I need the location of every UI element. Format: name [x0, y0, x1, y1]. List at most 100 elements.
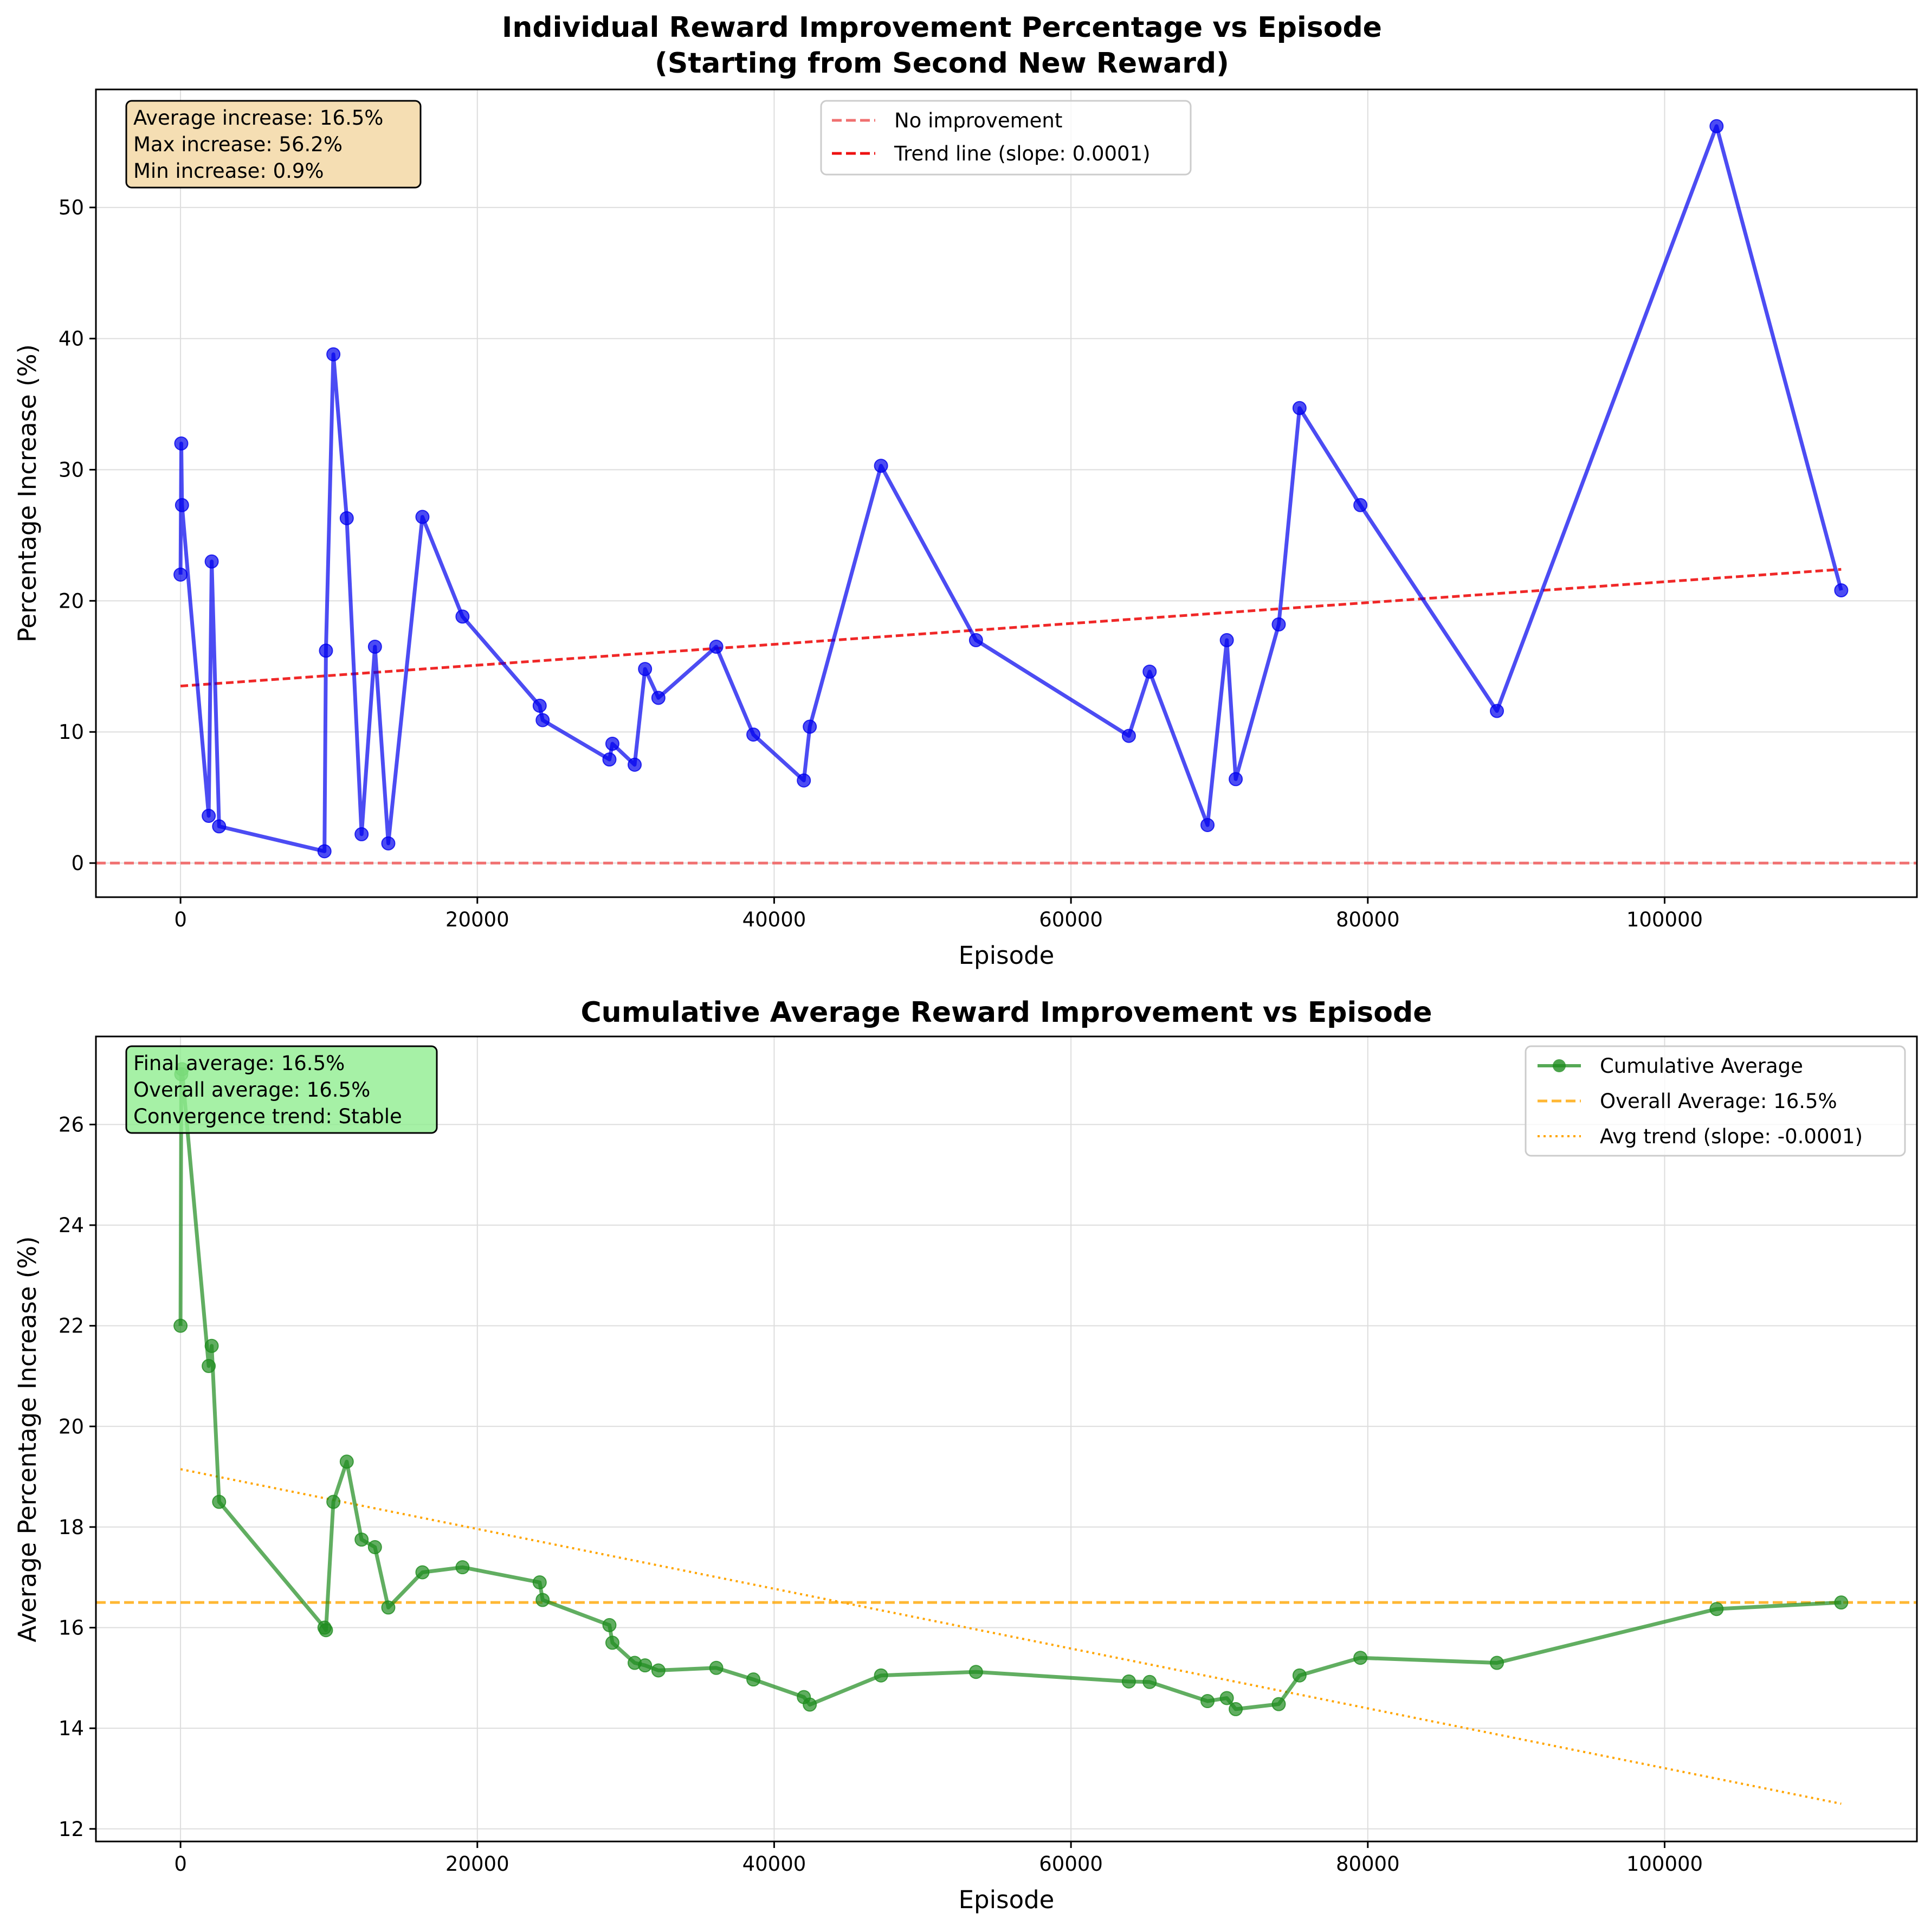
data-point	[602, 752, 617, 767]
x-ticks: 0 20000 40000 60000 80000 100000	[174, 1841, 1703, 1876]
data-point	[1219, 1691, 1234, 1705]
stats-line: Overall average: 16.5%	[133, 1078, 370, 1102]
data-point	[339, 511, 354, 525]
x-tick-label: 60000	[1039, 908, 1103, 931]
data-point	[415, 1565, 430, 1580]
data-point	[381, 1600, 396, 1615]
data-point	[173, 1318, 188, 1333]
data-point	[1353, 1651, 1368, 1665]
data-point	[1709, 119, 1724, 133]
y-tick-label: 26	[59, 1113, 84, 1136]
data-point	[381, 836, 396, 851]
data-point	[202, 1358, 216, 1373]
data-point	[532, 1575, 547, 1590]
reference-lines	[96, 1468, 1917, 1805]
data-point	[1834, 583, 1849, 597]
data-point	[1353, 498, 1368, 512]
data-point	[204, 1338, 219, 1353]
x-tick-label: 40000	[742, 1852, 806, 1876]
legend-label: Trend line (slope: 0.0001)	[894, 142, 1151, 165]
data-point	[212, 819, 227, 834]
data-point	[326, 1495, 341, 1509]
data-series	[173, 119, 1849, 859]
stats-box: Final average: 16.5% Overall average: 16…	[125, 1045, 438, 1134]
x-tick-label: 80000	[1336, 1852, 1400, 1876]
data-point	[1490, 1656, 1504, 1670]
legend: Cumulative Average Overall Average: 16.5…	[1525, 1045, 1906, 1157]
data-point	[326, 347, 341, 362]
legend-label: Cumulative Average	[1600, 1054, 1803, 1078]
grid-lines	[96, 89, 1917, 897]
stats-line: Max increase: 56.2%	[133, 133, 343, 156]
data-point	[1121, 1674, 1136, 1689]
y-ticks: 12 14 16 18 20 22 24 26	[59, 1113, 96, 1841]
y-axis-label: Percentage Increase (%)	[13, 344, 42, 642]
y-tick-label: 20	[59, 589, 84, 613]
series-line	[178, 124, 1843, 853]
data-point	[1709, 1602, 1724, 1617]
stats-line: Convergence trend: Stable	[133, 1105, 402, 1128]
y-tick-label: 24	[59, 1214, 84, 1237]
legend-label: No improvement	[894, 109, 1062, 132]
data-point	[339, 1454, 354, 1469]
x-tick-label: 20000	[445, 1852, 509, 1876]
y-tick-label: 14	[59, 1717, 84, 1740]
data-point	[354, 827, 369, 841]
data-point	[1200, 1694, 1215, 1709]
data-point	[319, 1623, 333, 1638]
data-point	[602, 1618, 617, 1632]
data-point	[1834, 1595, 1849, 1610]
data-point	[535, 713, 550, 727]
legend-label: Overall Average: 16.5%	[1600, 1090, 1837, 1113]
data-point	[455, 609, 470, 624]
data-point	[1292, 1668, 1307, 1683]
data-point	[1200, 817, 1215, 832]
data-point	[874, 1668, 888, 1683]
data-point	[202, 809, 216, 823]
data-point	[1229, 772, 1243, 787]
y-tick-label: 12	[59, 1818, 84, 1841]
x-tick-label: 60000	[1039, 1852, 1103, 1876]
data-point	[803, 719, 817, 734]
data-point	[535, 1593, 550, 1607]
data-point	[174, 436, 189, 451]
chart-title: Individual Reward Improvement Percentage…	[502, 11, 1382, 44]
x-axis-label: Episode	[959, 1885, 1055, 1914]
data-point	[1142, 1675, 1157, 1689]
data-point	[968, 633, 983, 647]
data-point	[415, 510, 430, 524]
series-line	[178, 1067, 1842, 1711]
data-point	[651, 1663, 666, 1678]
data-point	[797, 773, 811, 788]
x-tick-label: 100000	[1626, 1852, 1703, 1876]
data-point	[1490, 704, 1504, 718]
grid-lines	[96, 1036, 1917, 1841]
data-point	[746, 727, 761, 742]
data-point	[367, 640, 382, 654]
data-point	[455, 1560, 470, 1575]
data-point	[605, 1635, 619, 1650]
y-tick-label: 20	[59, 1415, 84, 1438]
data-point	[1229, 1702, 1243, 1716]
data-point	[638, 662, 653, 677]
x-tick-label: 20000	[445, 908, 509, 931]
plot-frame	[95, 88, 1918, 898]
y-tick-label: 22	[59, 1315, 84, 1338]
data-point	[319, 643, 333, 658]
y-tick-label: 10	[59, 720, 84, 744]
x-tick-label: 0	[174, 1852, 187, 1876]
trend-line	[180, 568, 1842, 688]
y-axis-label: Average Percentage Increase (%)	[13, 1236, 42, 1642]
data-point	[1142, 664, 1157, 679]
data-point	[709, 1660, 724, 1675]
stats-box: Average increase: 16.5% Max increase: 56…	[125, 100, 422, 189]
data-point	[803, 1697, 817, 1712]
x-tick-label: 100000	[1626, 908, 1703, 931]
data-point	[605, 736, 619, 751]
y-tick-label: 16	[59, 1617, 84, 1640]
avg-trend-line	[180, 1468, 1842, 1805]
x-ticks: 0 20000 40000 60000 80000 100000	[174, 897, 1703, 931]
legend: No improvement Trend line (slope: 0.0001…	[820, 100, 1192, 176]
stats-line: Average increase: 16.5%	[133, 106, 383, 130]
